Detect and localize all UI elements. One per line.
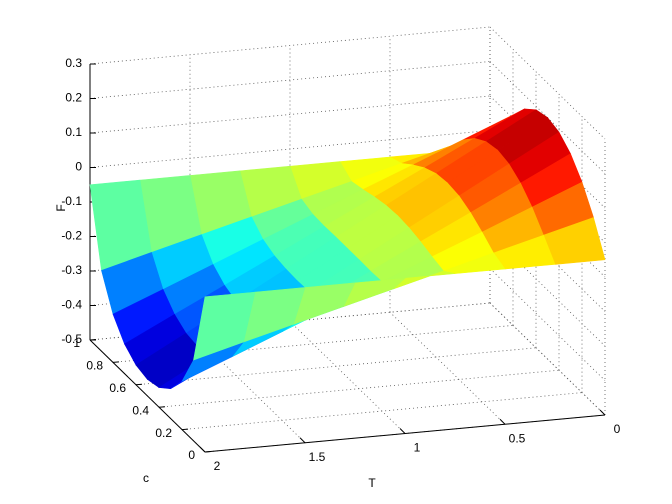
- grid-line: [389, 311, 506, 425]
- tick-mark: [499, 418, 506, 425]
- grid-line: [181, 392, 583, 430]
- grid-line: [112, 325, 514, 363]
- tick-mark: [204, 451, 212, 453]
- surface-patch: [193, 291, 256, 361]
- y-tick-label: 1: [73, 336, 80, 350]
- grid-line: [489, 233, 606, 347]
- grid-line: [158, 369, 560, 408]
- grid-line: [489, 26, 606, 140]
- x-tick-label: 0: [614, 422, 621, 436]
- z-tick-label: 0.2: [65, 91, 82, 105]
- z-tick-label: -0.1: [61, 194, 82, 208]
- z-tick-label: -0.4: [61, 298, 82, 312]
- z-tick-label: -0.2: [61, 229, 82, 243]
- y-tick-label: 0.6: [109, 381, 126, 395]
- z-tick-label: -0.3: [61, 263, 82, 277]
- grid-line: [289, 321, 406, 434]
- y-tick-label: 0: [188, 448, 195, 462]
- x-tick-label: 1.5: [309, 450, 326, 464]
- grid-line: [489, 268, 606, 381]
- tick-mark: [135, 383, 143, 386]
- z-tick-label: 0.1: [65, 125, 82, 139]
- x-tick-label: 1: [414, 441, 421, 455]
- x-axis-label: T: [368, 476, 376, 490]
- y-axis-label: c: [143, 471, 149, 485]
- z-axis-label: F: [54, 204, 68, 211]
- y-tick-label: 0.8: [86, 359, 103, 373]
- y-tick-label: 0.2: [155, 426, 172, 440]
- grid-line: [489, 302, 606, 416]
- tick-mark: [599, 409, 606, 416]
- x-tick-label: 2: [214, 459, 221, 473]
- grid-line: [89, 61, 491, 99]
- tick-mark: [399, 428, 406, 434]
- grid-line: [89, 95, 491, 134]
- axis-line: [89, 339, 206, 453]
- tick-mark: [199, 446, 206, 453]
- grid-line: [89, 26, 491, 65]
- z-tick-label: 0: [75, 160, 82, 174]
- tick-mark: [158, 406, 166, 408]
- z-tick-label: 0.3: [65, 56, 82, 70]
- tick-mark: [299, 437, 306, 444]
- tick-mark: [89, 339, 97, 341]
- grid-line: [135, 347, 537, 386]
- z-tick-label: -0.5: [61, 332, 82, 346]
- tick-mark: [112, 361, 120, 363]
- y-tick-label: 0.4: [132, 403, 149, 417]
- x-tick-label: 0.5: [509, 431, 526, 445]
- grid-line: [189, 330, 306, 444]
- tick-mark: [181, 428, 189, 431]
